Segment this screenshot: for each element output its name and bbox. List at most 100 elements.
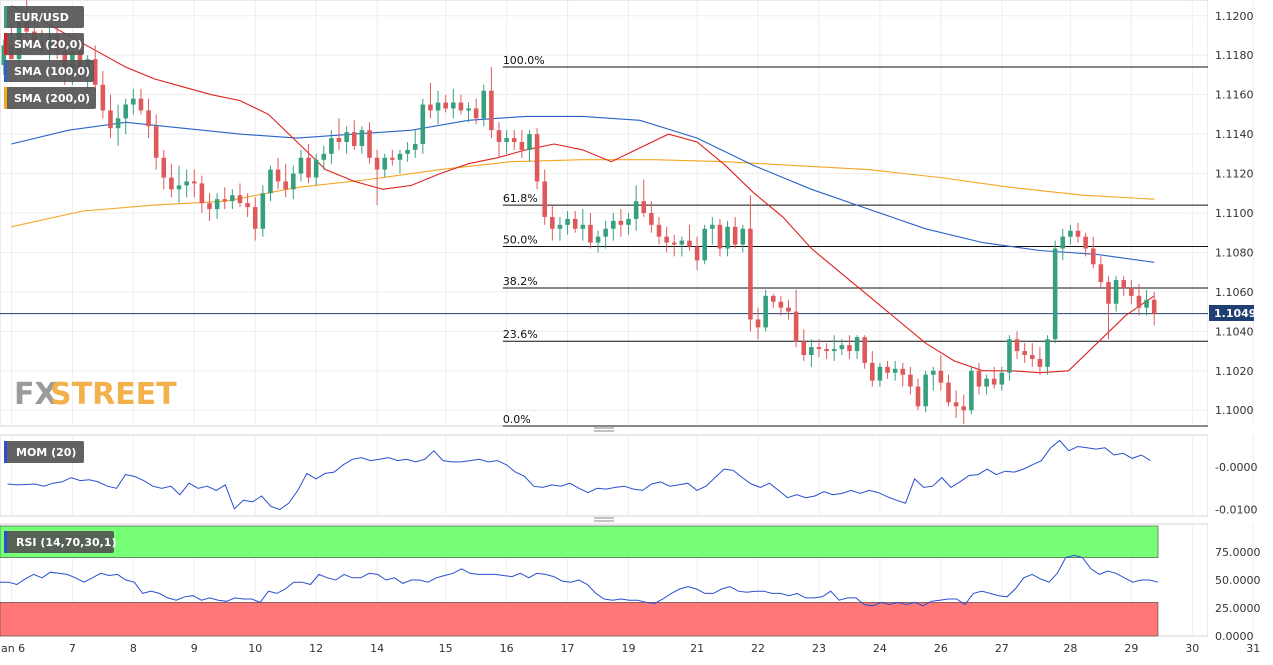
logo-fx: FX [14,377,58,412]
candle [473,98,479,125]
legend-symbol-label: EUR/USD [14,11,69,24]
candle-body [504,138,509,142]
candle [466,102,471,123]
candle [214,193,220,219]
candle-body [847,345,852,352]
candle-body [1121,280,1127,288]
candle [603,220,608,249]
candle [1121,276,1127,296]
candle [687,224,692,251]
candle [458,94,464,115]
candle-body [946,382,951,403]
rsi-zones [0,525,1159,637]
candle-body [1090,248,1096,265]
candle-body [443,102,448,109]
candle [862,335,867,369]
legend-sma200[interactable]: SMA (200,0) [4,87,96,109]
candle-body [595,236,601,243]
candle-body [626,218,631,225]
candle [999,366,1005,391]
candle-body [801,341,807,355]
legend-mom[interactable]: MOM (20) [4,441,84,463]
candle [252,197,258,241]
candle [610,213,616,241]
candle-body [786,307,791,312]
candle [169,163,174,198]
fxstreet-logo: FX STREET [14,377,177,412]
pane-resize-handle-rsi[interactable] [594,517,614,522]
candle [557,216,563,241]
candle-body [1014,339,1020,352]
candle [306,143,311,184]
candle [222,187,228,210]
candle [390,149,395,166]
candle-body [649,213,654,225]
candle [946,374,951,407]
candle [268,165,273,202]
candle-body [588,224,593,243]
candle-body [519,142,525,150]
candle [1045,335,1050,375]
rsi-tick-label: 75.0000 [1215,546,1261,559]
candle-body [831,349,837,352]
candle [550,205,555,241]
candle [1083,232,1088,257]
candle-body [572,218,578,229]
candle [633,185,639,231]
candle [275,157,281,190]
x-tick-label: 15 [439,642,453,655]
candle [725,220,730,257]
candle-body [550,216,555,229]
x-tick-label: 12 [309,642,323,655]
candle-body [131,98,136,105]
pane-resize-handle-mom[interactable] [594,427,614,432]
candle-body [740,228,746,245]
candle-body [877,366,883,381]
candle [572,211,578,233]
candle [1068,224,1073,245]
legend-sma20[interactable]: SMA (20,0) [4,33,84,55]
x-tick-label: 31 [1246,642,1260,655]
candle-body [291,173,296,190]
candle-body [961,406,967,411]
candle-body [999,372,1005,385]
candle-body [420,104,426,144]
candle-body [770,295,776,302]
legend-sma20-label: SMA (20,0) [14,38,82,51]
candle-body [1037,358,1043,367]
legend-symbol[interactable]: EUR/USD [4,6,84,28]
legend-rsi[interactable]: RSI (14,70,30,1) [4,531,116,553]
candle-body [138,98,144,111]
candle [885,360,890,379]
x-tick-label: 28 [1063,642,1077,655]
candle-body [1,45,7,66]
fib-level-label: 61.8% [503,192,538,205]
candle [595,230,601,253]
candle-body [451,102,456,109]
candle-body [725,226,730,249]
fib-level-label: 50.0% [503,234,538,247]
candle-body [534,134,540,182]
candle-body [298,157,304,174]
legend-sma100[interactable]: SMA (100,0) [4,60,94,82]
candle-body [207,203,212,210]
candle [481,84,487,127]
candle [199,175,205,213]
price-axis-background [1208,0,1273,661]
y-tick-label: 1.1140 [1215,128,1254,141]
y-tick-label: 1.1060 [1215,286,1254,299]
candle [717,218,723,257]
candle-body [405,149,410,154]
candle-body [169,177,174,190]
candle-body [839,345,845,350]
candle-body [161,157,167,178]
candle [92,45,98,91]
candle-body [313,159,319,178]
candle-body [306,157,311,178]
candle [207,193,212,221]
candle [710,216,715,245]
candle-body [1075,230,1081,237]
candle [961,394,967,425]
candle [679,236,685,257]
candle [496,122,502,158]
